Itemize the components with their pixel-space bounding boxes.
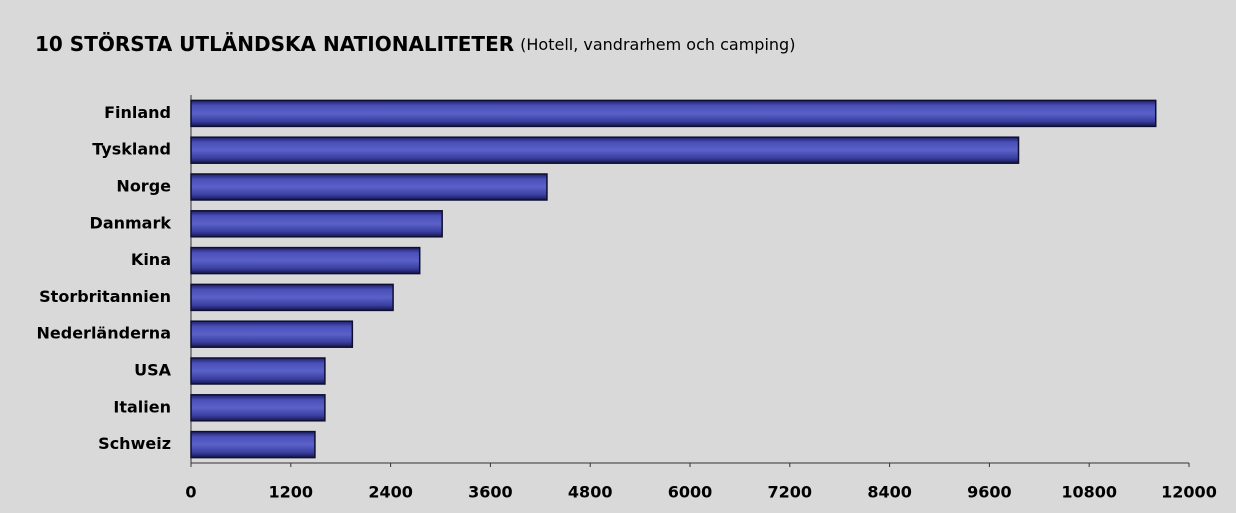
x-tick-label: 2400 <box>368 483 413 502</box>
title: 10 STÖRSTA UTLÄNDSKA NATIONALITETER <box>35 32 514 56</box>
y-tick-label: Tyskland <box>92 140 171 159</box>
bar <box>190 357 326 385</box>
x-tick-label: 1200 <box>269 483 314 502</box>
x-tick-label: 7200 <box>768 483 813 502</box>
bar <box>190 320 354 348</box>
y-tick-label: Italien <box>113 397 171 416</box>
y-tick-label: Finland <box>104 103 171 122</box>
x-tick-label: 10800 <box>1061 483 1117 502</box>
x-tick-label: 8400 <box>867 483 912 502</box>
y-tick-label: Danmark <box>90 213 172 232</box>
x-tick-label: 3600 <box>468 483 513 502</box>
bar <box>190 173 548 201</box>
bar <box>190 136 1020 164</box>
y-tick-label: Nederländerna <box>37 324 172 343</box>
y-tick-label: Norge <box>116 177 171 196</box>
chart-title: 10 STÖRSTA UTLÄNDSKA NATIONALITETER (Hote… <box>35 32 795 56</box>
y-tick-label: Storbritannien <box>39 287 171 306</box>
subtitle: (Hotell, vandrarhem och camping) <box>520 35 795 54</box>
x-tick-label: 6000 <box>668 483 713 502</box>
bar <box>190 283 394 312</box>
y-tick-label: Schweiz <box>98 434 171 453</box>
x-tick-label: 0 <box>185 483 196 502</box>
bar <box>190 430 316 459</box>
bar <box>190 394 326 422</box>
bar <box>190 210 443 238</box>
x-tick-label: 9600 <box>967 483 1012 502</box>
bar <box>190 246 421 275</box>
x-tick-label: 12000 <box>1161 483 1217 502</box>
y-tick-label: Kina <box>131 250 171 269</box>
x-tick-label: 4800 <box>568 483 613 502</box>
bar <box>190 99 1157 128</box>
y-tick-label: USA <box>134 361 172 380</box>
